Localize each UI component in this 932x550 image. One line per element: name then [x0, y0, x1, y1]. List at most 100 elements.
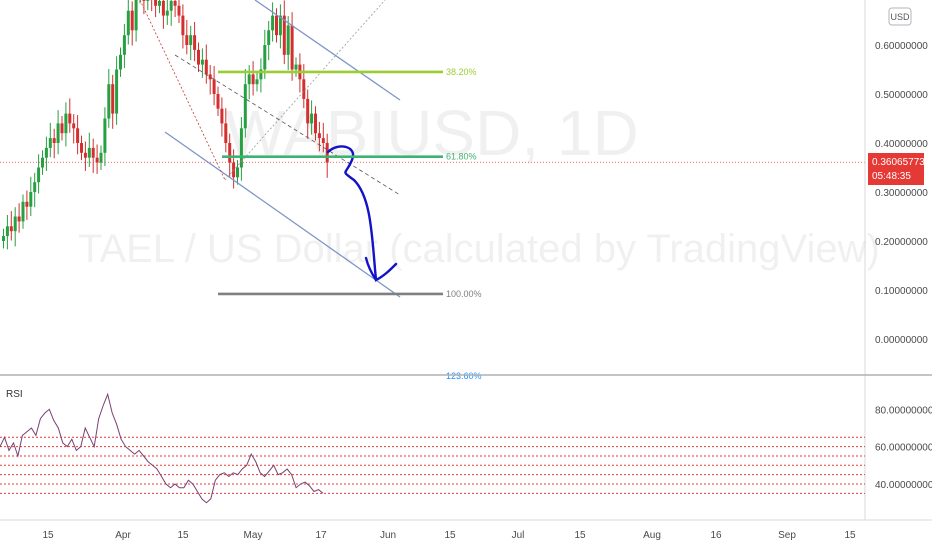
time-axis-ticks: 15 Apr 15 May 17 Jun 15 Jul 15 Aug 16 Sep 15: [42, 530, 856, 541]
currency-label: USD: [890, 12, 910, 22]
channel-upper-line[interactable]: [254, 0, 401, 101]
candle-body: [103, 118, 107, 153]
candle-body: [111, 84, 115, 114]
candle-body: [267, 30, 271, 45]
candle-body: [158, 0, 161, 6]
candle-body: [126, 10, 130, 36]
rsi-axis-ticks: 80.00000000 60.00000000 40.00000000: [875, 405, 932, 491]
candle-body: [21, 201, 25, 222]
price-tick-label: 0.60000000: [875, 41, 928, 52]
last-price-label: 0.36065773 05:48:35: [868, 153, 925, 185]
candle-body: [80, 143, 83, 153]
rsi-tick-label: 40.00000000: [875, 480, 932, 491]
candle-body: [286, 25, 290, 55]
price-tick-label: 0.40000000: [875, 139, 928, 150]
candle-body: [68, 113, 72, 124]
candle-body: [9, 226, 13, 232]
time-tick-label: 15: [177, 530, 189, 541]
candle-body: [173, 0, 177, 6]
candle-body: [200, 59, 204, 65]
dotted-trend-line[interactable]: [139, 0, 226, 181]
candle-body: [177, 5, 181, 16]
candle-body: [247, 74, 251, 85]
candle-body: [33, 182, 37, 192]
currency-button[interactable]: USD: [888, 7, 912, 26]
candle-body: [204, 59, 208, 75]
candle-body: [278, 15, 282, 36]
time-tick-label: May: [244, 530, 263, 541]
drawing-overlays: [0, 0, 865, 298]
candle-body: [275, 15, 278, 36]
rsi-polyline: [0, 392, 324, 504]
time-tick-label: 15: [444, 530, 456, 541]
description-watermark: TAEL / US Dollar (calculated by TradingV…: [78, 227, 880, 271]
time-tick-label: 15: [844, 530, 856, 541]
candle-body: [321, 138, 325, 143]
candle-body: [87, 147, 91, 158]
candle-body: [314, 113, 317, 134]
candle-body: [72, 123, 76, 129]
time-tick-label: Sep: [778, 530, 796, 541]
candle-body: [119, 54, 122, 70]
channel-lower-line[interactable]: [164, 131, 401, 298]
candle-body: [60, 123, 64, 134]
candle-body: [91, 147, 95, 158]
fib-level-label: 61.80%: [446, 152, 477, 162]
candle-body: [83, 152, 87, 158]
candle-body: [317, 133, 321, 139]
time-tick-label: Aug: [643, 530, 661, 541]
time-tick-label: 15: [42, 530, 54, 541]
dotted-diagonal-line[interactable]: [224, 0, 386, 181]
candle-body: [161, 0, 165, 16]
candle-body: [29, 192, 33, 207]
candle-body: [220, 108, 224, 124]
fib-level-label: 38.20%: [446, 67, 477, 77]
time-tick-label: Jul: [512, 530, 525, 541]
last-price-value: 0.36065773: [872, 157, 925, 168]
candle-body: [310, 113, 314, 124]
candle-body: [224, 123, 228, 143]
candle-body: [185, 35, 189, 45]
candle-body: [181, 15, 185, 36]
rsi-bands: [0, 436, 865, 494]
candle-body: [263, 45, 267, 70]
candle-body: [294, 64, 298, 70]
candle-body: [228, 143, 232, 163]
price-tick-label: 0.00000000: [875, 335, 928, 346]
candle-body: [115, 69, 119, 114]
candle-body: [76, 128, 80, 143]
time-tick-label: 17: [315, 530, 327, 541]
candle-body: [122, 35, 126, 55]
rsi-tick-label: 60.00000000: [875, 443, 932, 454]
candle-body: [44, 147, 48, 158]
candle-body: [251, 74, 255, 85]
candle-body: [130, 10, 134, 31]
time-tick-label: 16: [710, 530, 722, 541]
candle-body: [56, 123, 60, 143]
symbol-watermark: WABIUSD, 1D: [225, 97, 639, 169]
price-tick-label: 0.10000000: [875, 286, 928, 297]
candle-body: [302, 79, 306, 99]
candle-body: [259, 69, 263, 80]
dashed-mid-line[interactable]: [174, 54, 401, 196]
candle-body: [212, 79, 216, 94]
candle-body: [154, 0, 158, 6]
candle-body: [107, 84, 111, 119]
candle-body: [282, 15, 286, 55]
candle-body: [5, 226, 9, 237]
price-tick-label: 0.20000000: [875, 237, 928, 248]
candle-body: [239, 128, 243, 168]
candle-body: [52, 138, 56, 143]
candle-body: [134, 0, 138, 31]
hand-drawn-projection-arrow[interactable]: [326, 145, 398, 282]
candle-body: [271, 15, 275, 31]
candle-body: [197, 49, 200, 65]
candle-body: [13, 216, 17, 232]
candle-body: [48, 138, 52, 148]
rsi-title: RSI: [6, 389, 23, 400]
time-tick-label: 15: [574, 530, 586, 541]
candle-body: [169, 0, 173, 11]
candlestick-series: [2, 0, 329, 250]
candle-body: [236, 167, 239, 178]
